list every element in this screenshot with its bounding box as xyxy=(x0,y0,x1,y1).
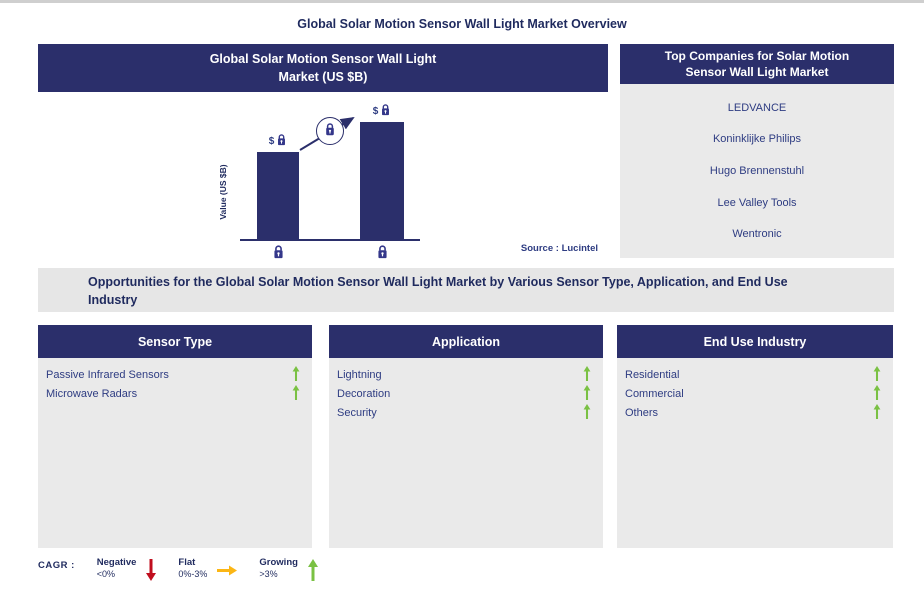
segment-item-label: Decoration xyxy=(337,387,391,400)
top-companies-header-line1: Top Companies for Solar Motion xyxy=(664,48,850,63)
opportunities-banner: Opportunities for the Global Solar Motio… xyxy=(38,268,894,312)
lock-icon xyxy=(276,133,287,149)
company-name: LEDVANCE xyxy=(727,101,787,114)
growing-arrow-icon xyxy=(292,365,300,384)
segment-item-label: Commercial xyxy=(625,387,684,400)
growing-arrow-icon xyxy=(307,558,318,582)
bar2-value-label: $ xyxy=(360,103,404,119)
bar1-value-label: $ xyxy=(257,133,299,149)
legend-growing-range: >3% xyxy=(259,568,278,579)
segment-item-label: Passive Infrared Sensors xyxy=(46,368,169,381)
growing-arrow-icon xyxy=(583,384,591,403)
segment-item: Microwave Radars xyxy=(46,384,300,403)
top-companies-panel: Top Companies for Solar Motion Sensor Wa… xyxy=(620,44,894,258)
legend-growing-name: Growing xyxy=(259,557,298,568)
negative-arrow-icon xyxy=(146,558,157,582)
growing-arrow-icon xyxy=(583,403,591,422)
locked-growth-badge xyxy=(316,117,344,145)
legend-negative-range: <0% xyxy=(96,568,116,579)
legend-entry-growing: Growing >3% xyxy=(259,557,318,582)
top-divider xyxy=(0,0,924,3)
growing-arrow-icon xyxy=(873,403,881,422)
chart-panel-header-line1: Global Solar Motion Sensor Wall Light xyxy=(209,51,437,66)
top-companies-header-line2: Sensor Wall Light Market xyxy=(685,65,829,79)
segment-sensor-type-body: Passive Infrared Sensors Microwave Radar… xyxy=(38,358,312,548)
legend-negative-name: Negative xyxy=(96,557,137,568)
legend-entry-flat: Flat 0%-3% xyxy=(178,557,238,582)
dollar-sign: $ xyxy=(268,136,275,147)
segment-end-use-industry-header: End Use Industry xyxy=(617,325,893,358)
segment-item: Passive Infrared Sensors xyxy=(46,365,300,384)
segment-item: Lightning xyxy=(337,365,591,384)
company-name: Hugo Brennenstuhl xyxy=(709,164,805,177)
chart-panel-header: Global Solar Motion Sensor Wall Light Ma… xyxy=(38,44,608,92)
segment-item: Commercial xyxy=(625,384,881,403)
cagr-legend-label: CAGR : xyxy=(38,560,75,571)
segment-item-label: Others xyxy=(625,406,659,419)
growing-arrow-icon xyxy=(583,365,591,384)
segment-item: Decoration xyxy=(337,384,591,403)
growing-arrow-icon xyxy=(873,365,881,384)
segment-end-use-industry-body: Residential Commercial Others xyxy=(617,358,893,548)
lock-icon xyxy=(272,244,285,264)
chart-bar-base-year xyxy=(257,152,299,239)
segment-item-label: Residential xyxy=(625,368,680,381)
opportunities-banner-text: Opportunities for the Global Solar Motio… xyxy=(88,274,788,307)
segment-application-header: Application xyxy=(329,325,603,358)
segment-end-use-industry: End Use Industry Residential Commercial … xyxy=(617,325,893,548)
source-note: Source : Lucintel xyxy=(520,243,598,254)
flat-arrow-icon xyxy=(217,558,238,582)
legend-flat-range: 0%-3% xyxy=(178,568,208,579)
segment-sensor-type: Sensor Type Passive Infrared Sensors Mic… xyxy=(38,325,312,548)
segment-application-body: Lightning Decoration Security xyxy=(329,358,603,548)
legend-flat-name: Flat xyxy=(178,557,196,568)
segment-application: Application Lightning Decoration Securit… xyxy=(329,325,603,548)
chart-bar-forecast-year xyxy=(360,122,404,239)
segment-item-label: Microwave Radars xyxy=(46,387,138,400)
company-name: Wentronic xyxy=(732,228,782,241)
chart-y-axis-label: Value (US $B) xyxy=(218,164,228,220)
segment-item: Others xyxy=(625,403,881,422)
chart-x-axis xyxy=(240,239,420,241)
segment-item-label: Lightning xyxy=(337,368,382,381)
company-name: Lee Valley Tools xyxy=(717,196,797,209)
dollar-sign: $ xyxy=(372,106,379,117)
lock-icon xyxy=(324,122,336,141)
lock-icon xyxy=(380,103,391,119)
growing-arrow-icon xyxy=(873,384,881,403)
legend-entry-negative: Negative <0% xyxy=(97,557,157,582)
chart-panel-header-line2: Market (US $B) xyxy=(278,70,368,84)
segment-sensor-type-header: Sensor Type xyxy=(38,325,312,358)
top-companies-header: Top Companies for Solar Motion Sensor Wa… xyxy=(620,44,894,84)
cagr-legend: CAGR : Negative <0% Flat 0%-3% Growing >… xyxy=(38,557,318,582)
segment-item: Residential xyxy=(625,365,881,384)
segment-item: Security xyxy=(337,403,591,422)
segment-item-label: Security xyxy=(337,406,377,419)
growing-arrow-icon xyxy=(292,384,300,403)
company-name: Koninklijke Philips xyxy=(712,133,802,146)
lock-icon xyxy=(376,244,389,264)
page-title: Global Solar Motion Sensor Wall Light Ma… xyxy=(297,17,627,31)
top-companies-list: LEDVANCE Koninklijke Philips Hugo Brenne… xyxy=(620,84,894,258)
